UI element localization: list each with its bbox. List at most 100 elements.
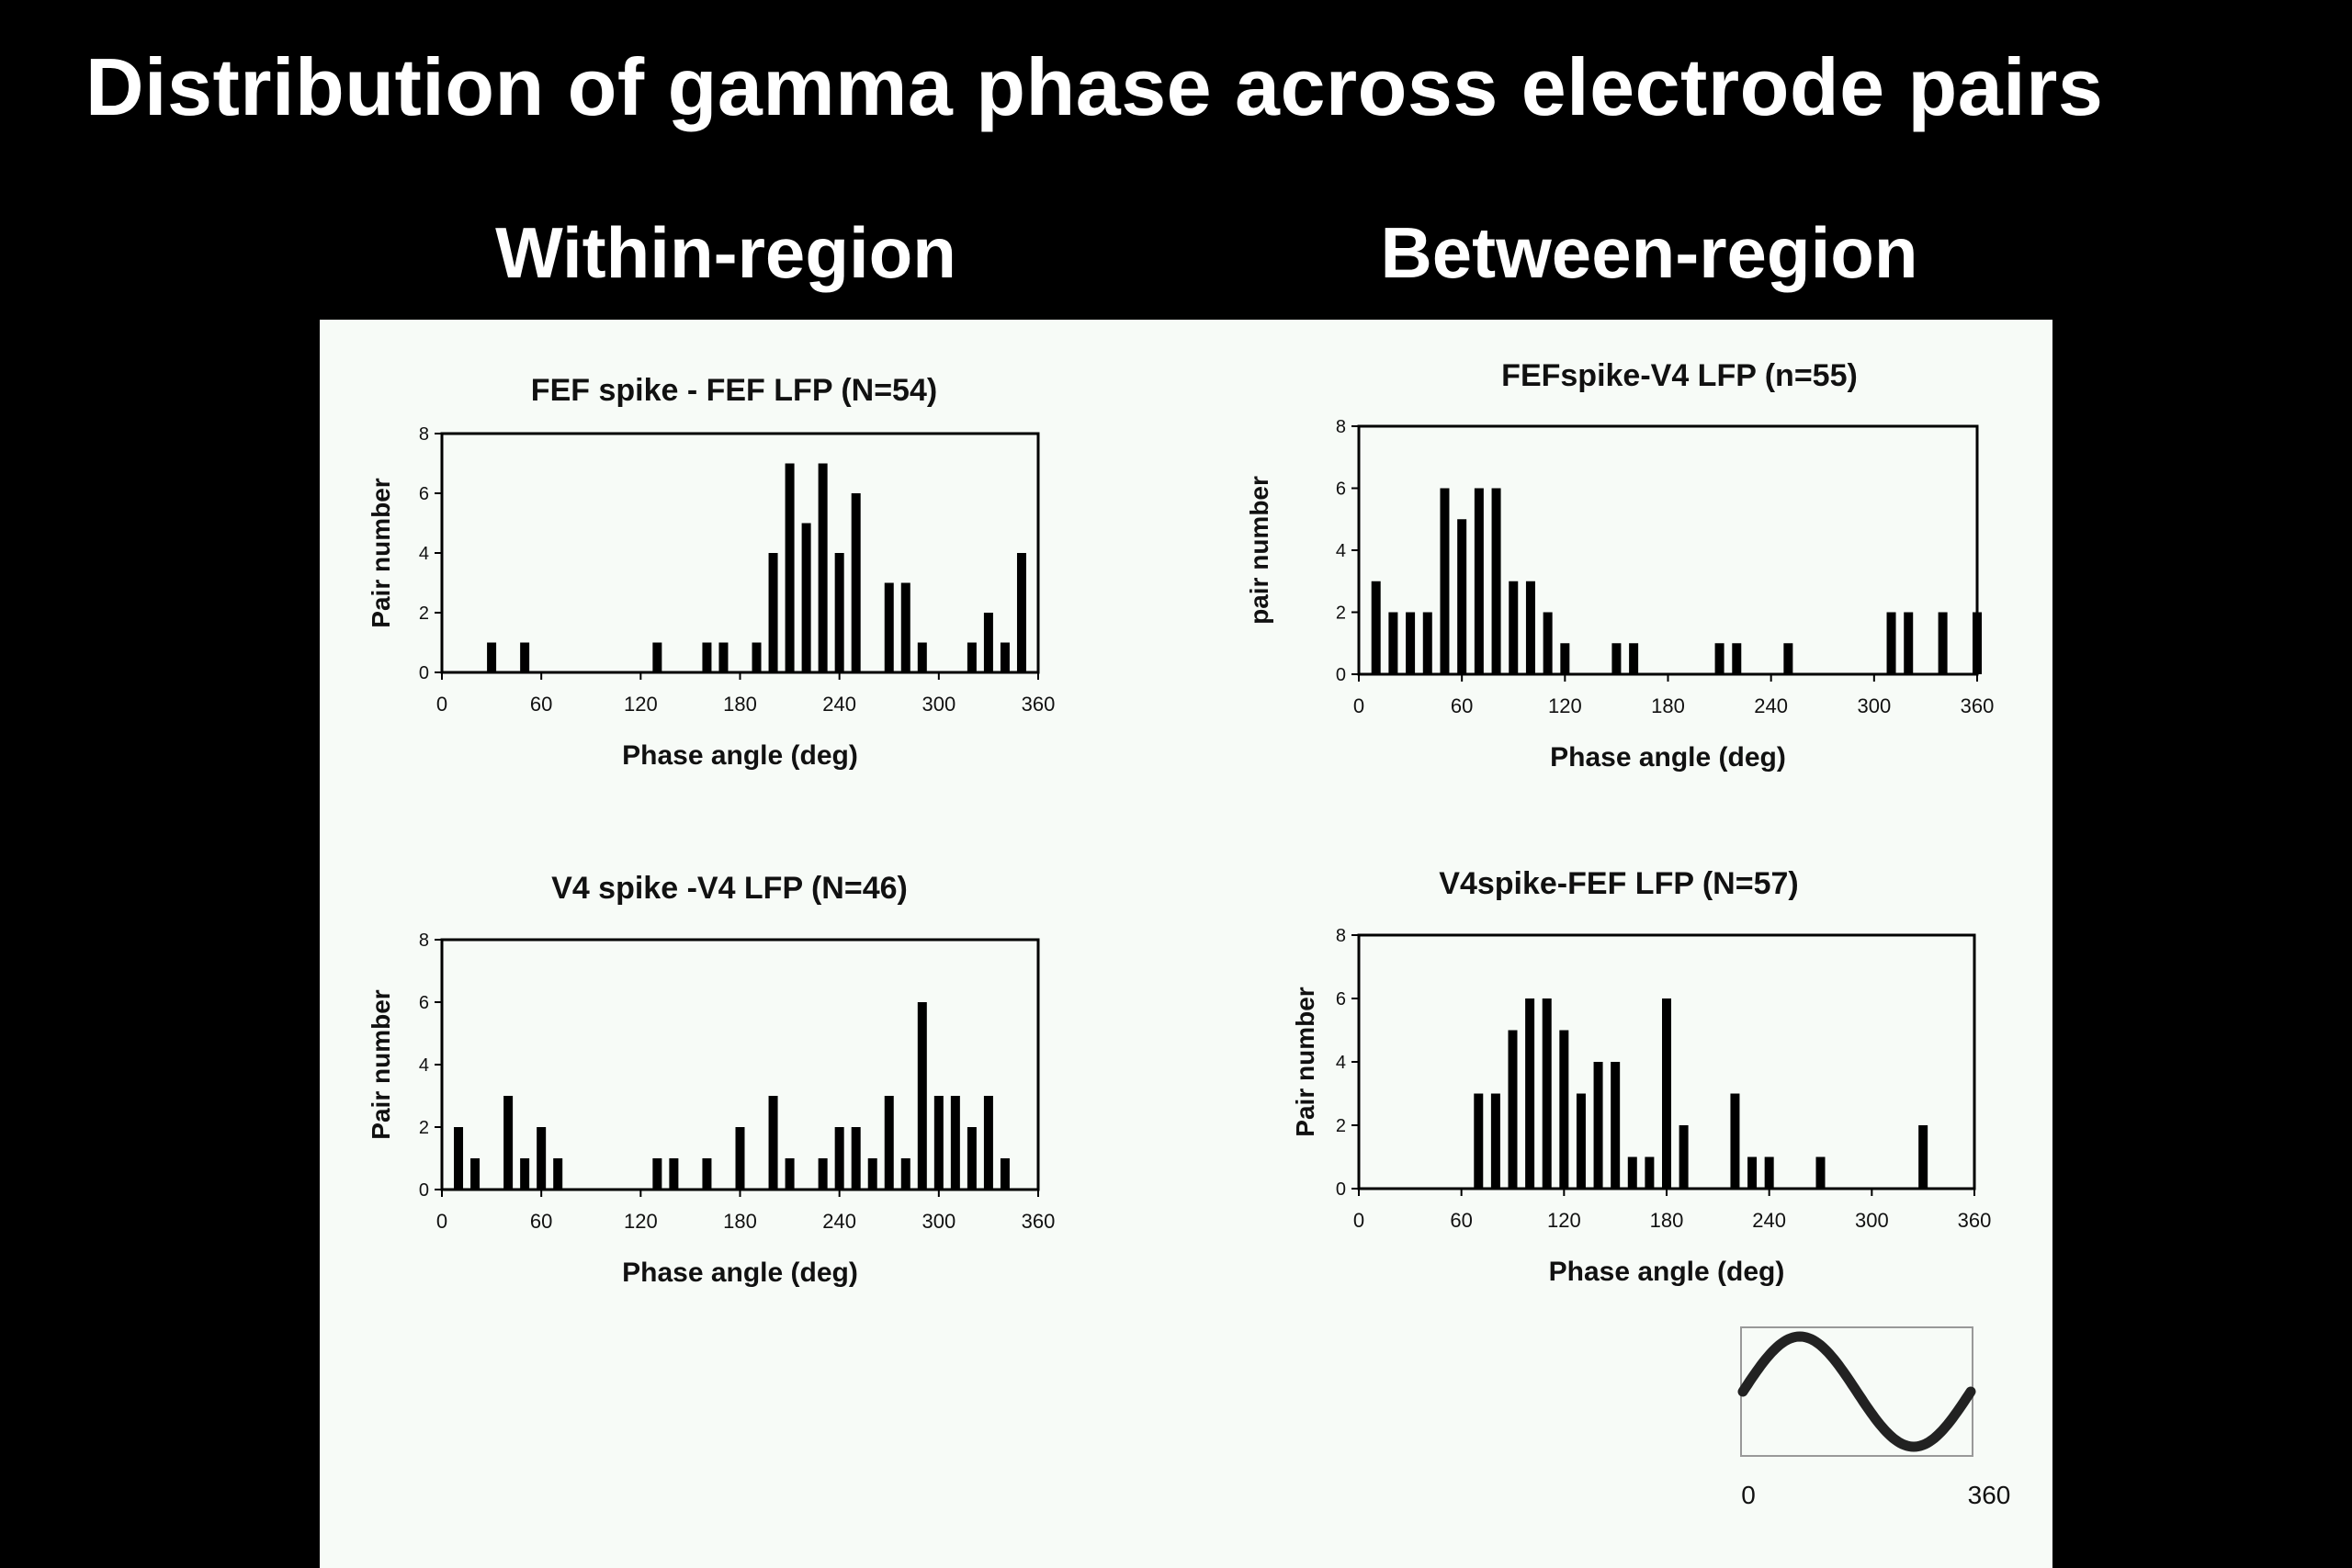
bar [702, 1158, 712, 1190]
y-tick-label: 6 [1336, 479, 1346, 500]
x-tick-label: 300 [1857, 694, 1891, 717]
histogram-3: V4 spike -V4 LFP (N=46)0 60 120 180 240 300 36… [367, 871, 1055, 1288]
bar [470, 1158, 481, 1190]
x-tick-label: 0 [436, 1210, 447, 1233]
x-tick-label: 120 [1547, 1209, 1581, 1232]
bar [1371, 581, 1381, 674]
y-tick-label: 6 [419, 484, 429, 504]
x-axis-label: Phase angle (deg) [1549, 1257, 1785, 1287]
plot-title: FEFspike-V4 LFP (n=55) [1501, 358, 1858, 393]
bar [1016, 553, 1026, 672]
bar [454, 1127, 464, 1190]
bar [1679, 1125, 1689, 1189]
x-tick-label: 60 [530, 1210, 552, 1233]
bar [1560, 643, 1570, 674]
bar [834, 553, 844, 672]
x-tick-label: 60 [530, 693, 552, 716]
y-tick-label: 8 [419, 424, 429, 445]
bar [867, 1158, 877, 1190]
x-tick-label: 300 [1855, 1209, 1889, 1232]
bar [669, 1158, 679, 1190]
bar [785, 463, 795, 672]
x-tick-label: 300 [922, 1210, 956, 1233]
bar [1508, 1030, 1518, 1189]
bar [735, 1127, 745, 1190]
bar [503, 1096, 514, 1190]
bar [851, 1127, 861, 1190]
bar [1542, 998, 1552, 1189]
slide-title: Distribution of gamma phase across elect… [85, 41, 2104, 132]
bar [1576, 1093, 1586, 1189]
histogram-1: FEF spike - FEF LFP (N=54)0 60 120 180 240 30… [367, 373, 1055, 771]
x-tick-label: 360 [1961, 694, 1995, 717]
x-tick-label: 180 [723, 693, 757, 716]
bar [1490, 1093, 1500, 1189]
bar [1904, 612, 1914, 674]
histogram-4: V4spike-FEF LFP (N=57)0 60 120 180 240 300 360… [1291, 866, 1991, 1287]
x-tick-label: 0 [1353, 1209, 1364, 1232]
within-region-heading: Within-region [495, 212, 956, 293]
y-tick-label: 4 [1336, 1053, 1346, 1073]
bar [1783, 643, 1793, 674]
x-tick-label: 0 [1353, 694, 1364, 717]
bar [1474, 488, 1484, 674]
bar [967, 1127, 977, 1190]
bar [520, 1158, 530, 1190]
bar [1440, 488, 1450, 674]
bar [752, 642, 762, 672]
y-axis-label: Pair number [1291, 987, 1319, 1136]
bar [702, 642, 712, 672]
bar [1611, 643, 1622, 674]
between-region-heading: Between-region [1380, 212, 1918, 293]
bar [1918, 1125, 1928, 1189]
bar [1406, 612, 1416, 674]
bar [1000, 642, 1010, 672]
bar [818, 463, 828, 672]
plot-frame [1357, 424, 1979, 676]
histogram-2: FEFspike-V4 LFP (n=55)0 60 120 180 240 300 360… [1245, 358, 1994, 773]
bar [1662, 998, 1671, 1189]
bar [1000, 1158, 1010, 1190]
bar [917, 1002, 927, 1190]
x-tick-label: 240 [1752, 1209, 1786, 1232]
bar [768, 553, 778, 672]
y-tick-label: 2 [1336, 1116, 1346, 1136]
y-tick-label: 4 [1336, 541, 1346, 561]
bar [967, 642, 977, 672]
y-tick-label: 0 [1336, 665, 1346, 685]
bar [983, 613, 993, 672]
x-tick-label: 240 [822, 1210, 856, 1233]
bar [1886, 612, 1896, 674]
y-tick-label: 4 [419, 1055, 429, 1076]
plot-title: V4spike-FEF LFP (N=57) [1439, 866, 1798, 901]
plot-title: FEF spike - FEF LFP (N=54) [531, 373, 937, 408]
bar [851, 493, 861, 672]
bar [520, 642, 530, 672]
histogram-figure: FEF spike - FEF LFP (N=54)0 60 120 180 240 30… [367, 358, 2010, 1509]
y-axis-label: pair number [1245, 476, 1273, 625]
y-tick-label: 0 [419, 663, 429, 683]
x-tick-label: 180 [723, 1210, 757, 1233]
bar [553, 1158, 563, 1190]
y-tick-label: 8 [419, 931, 429, 951]
bar [1764, 1156, 1774, 1189]
x-tick-label: 60 [1451, 694, 1473, 717]
y-tick-label: 0 [419, 1180, 429, 1201]
bar [884, 1096, 894, 1190]
y-tick-label: 2 [419, 604, 429, 624]
x-tick-label: 120 [624, 693, 658, 716]
bar [1543, 612, 1553, 674]
y-tick-label: 6 [419, 993, 429, 1013]
bar [1509, 581, 1519, 674]
x-tick-label: 120 [1548, 694, 1582, 717]
x-tick-label: 60 [1450, 1209, 1472, 1232]
bar [1491, 488, 1501, 674]
bar [1747, 1156, 1758, 1189]
bar [950, 1096, 960, 1190]
x-tick-label: 300 [922, 693, 956, 716]
x-axis-label: Phase angle (deg) [622, 1258, 858, 1288]
y-tick-label: 8 [1336, 417, 1346, 437]
bar [1559, 1030, 1569, 1189]
bar [1815, 1156, 1826, 1189]
bar [1627, 1156, 1637, 1189]
